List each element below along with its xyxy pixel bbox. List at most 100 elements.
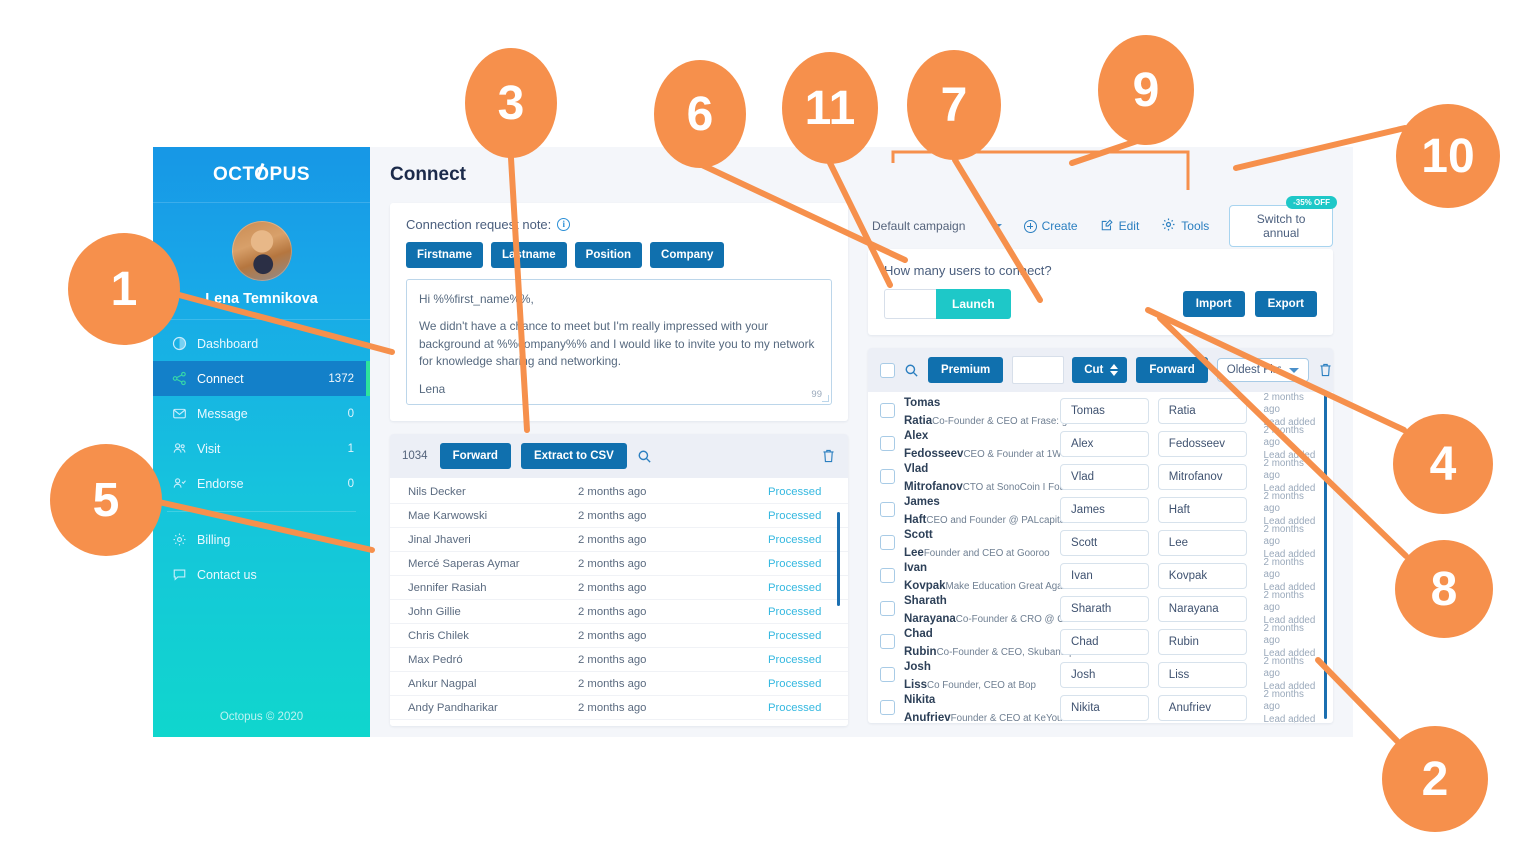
person-when: 2 months ago xyxy=(1263,392,1304,416)
first-name-field[interactable]: Alex xyxy=(1060,430,1149,457)
last-name-field[interactable]: Anufriev xyxy=(1157,694,1247,721)
sort-select[interactable]: Oldest First xyxy=(1216,358,1309,382)
sidebar-item-message[interactable]: Message 0 xyxy=(153,396,370,431)
launch-button[interactable]: Launch xyxy=(936,289,1011,319)
first-name-field[interactable]: Josh xyxy=(1060,661,1149,688)
row-name: Jinal Jhaveri xyxy=(408,533,471,546)
table-row[interactable]: Andy Pandharikar 2 months ago Processed xyxy=(390,696,848,721)
tools-button[interactable]: Tools xyxy=(1161,217,1209,235)
info-icon[interactable]: i xyxy=(557,218,571,231)
sidebar-item-dashboard[interactable]: Dashboard xyxy=(153,326,370,361)
table-row[interactable]: Jinal Jhaveri 2 months ago Processed xyxy=(390,528,848,553)
row-when: 2 months ago xyxy=(578,677,647,690)
first-name-field[interactable]: Sharath xyxy=(1060,595,1149,622)
row-checkbox[interactable] xyxy=(880,502,895,517)
first-name-field[interactable]: Scott xyxy=(1060,529,1149,556)
sidebar-item-contact-us[interactable]: Contact us xyxy=(153,557,370,592)
switch-to-annual-button[interactable]: Switch to annual xyxy=(1229,205,1333,247)
sidebar-item-endorse[interactable]: Endorse 0 xyxy=(153,466,370,501)
table-row[interactable]: Jennifer Rasiah 2 months ago Processed xyxy=(390,576,848,601)
row-checkbox[interactable] xyxy=(880,700,895,715)
list-scrollbar[interactable] xyxy=(837,512,840,607)
row-when: 2 months ago xyxy=(578,605,647,618)
sidebar-item-visit[interactable]: Visit 1 xyxy=(153,431,370,466)
users-amount-input[interactable] xyxy=(884,289,936,319)
first-name-field[interactable]: James xyxy=(1060,496,1149,523)
table-row[interactable]: Mae Karwowski 2 months ago Processed xyxy=(390,504,848,529)
people-scrollbar[interactable] xyxy=(1324,392,1327,719)
annotation-marker-10: 10 xyxy=(1396,104,1500,208)
last-name-field[interactable]: Liss xyxy=(1157,661,1247,688)
sidebar-item-connect[interactable]: Connect 1372 xyxy=(153,361,370,396)
table-row[interactable]: Max Pedró 2 months ago Processed xyxy=(390,648,848,673)
select-all-checkbox[interactable] xyxy=(880,362,895,378)
campaign-column: Default campaign Create xyxy=(858,196,1353,737)
last-name-field[interactable]: Mitrofanov xyxy=(1157,463,1247,490)
first-name-field[interactable]: Nikita xyxy=(1060,694,1149,721)
first-name-field[interactable]: Chad xyxy=(1060,628,1149,655)
row-checkbox[interactable] xyxy=(880,469,895,484)
first-name-field[interactable]: Vlad xyxy=(1060,463,1149,490)
list-item[interactable]: Nikita AnufrievFounder & CEO at KeYou Nik… xyxy=(868,689,1333,723)
list-item[interactable]: Sharath NarayanaCo-Founder & CRO @ Obser… xyxy=(868,590,1333,626)
person-name: Scott Lee xyxy=(904,528,933,559)
sidebar-item-billing[interactable]: Billing xyxy=(153,522,370,557)
cut-amount-input[interactable] xyxy=(1012,356,1065,384)
last-name-field[interactable]: Rubin xyxy=(1157,628,1247,655)
row-status: Processed xyxy=(768,581,822,594)
trash-icon[interactable] xyxy=(821,448,836,464)
last-name-field[interactable]: Haft xyxy=(1157,496,1247,523)
last-name-field[interactable]: Lee xyxy=(1157,529,1247,556)
table-row[interactable]: Chris Chilek 2 months ago Processed xyxy=(390,624,848,649)
row-checkbox[interactable] xyxy=(880,568,895,583)
list-item[interactable]: James HaftCEO and Founder @ PALcapital Ja… xyxy=(868,491,1333,527)
tag-lastname[interactable]: Lastname xyxy=(490,242,567,268)
last-name-field[interactable]: Kovpak xyxy=(1157,562,1247,589)
list-item[interactable]: Ivan KovpakMake Education Great Again Iva… xyxy=(868,557,1333,593)
create-campaign-button[interactable]: Create xyxy=(1023,219,1078,233)
table-row[interactable]: Ankur Nagpal 2 months ago Processed xyxy=(390,672,848,697)
forward-button[interactable]: Forward xyxy=(439,443,511,470)
last-name-field[interactable]: Ratia xyxy=(1157,397,1247,424)
search-icon[interactable] xyxy=(904,363,919,378)
sidebar-item-count: 0 xyxy=(347,477,354,490)
row-checkbox[interactable] xyxy=(880,667,895,682)
first-name-field[interactable]: Ivan xyxy=(1060,562,1149,589)
premium-button[interactable]: Premium xyxy=(928,357,1004,383)
list-item[interactable]: Scott LeeFounder and CEO at Gooroo Scott L… xyxy=(868,524,1333,560)
table-row[interactable]: Nils Decker 2 months ago Processed xyxy=(390,480,848,505)
export-button[interactable]: Export xyxy=(1254,291,1317,317)
note-textarea[interactable]: Hi %%first_name%%, We didn't have a chan… xyxy=(406,279,832,406)
row-checkbox[interactable] xyxy=(880,535,895,550)
last-name-field[interactable]: Fedosseev xyxy=(1157,430,1247,457)
table-row[interactable]: John Gillie 2 months ago Processed xyxy=(390,600,848,625)
tag-company[interactable]: Company xyxy=(650,242,725,268)
row-checkbox[interactable] xyxy=(880,634,895,649)
tag-position[interactable]: Position xyxy=(574,242,643,268)
resize-grip[interactable] xyxy=(822,395,829,403)
last-name-field[interactable]: Narayana xyxy=(1157,595,1247,622)
list-item[interactable]: Josh LissCo Founder, CEO at Bop Josh Liss 2… xyxy=(868,656,1333,692)
person-name: Vlad Mitrofanov xyxy=(904,462,963,493)
forward-button[interactable]: Forward xyxy=(1136,357,1208,383)
import-button[interactable]: Import xyxy=(1182,291,1245,317)
search-icon[interactable] xyxy=(637,449,652,464)
row-checkbox[interactable] xyxy=(880,601,895,616)
row-checkbox[interactable] xyxy=(880,403,895,418)
campaign-select[interactable]: Default campaign xyxy=(872,219,1002,233)
cut-button[interactable]: Cut xyxy=(1072,357,1128,383)
row-checkbox[interactable] xyxy=(880,436,895,451)
list-item[interactable]: Alex FedosseevCEO & Founder at 1World On… xyxy=(868,425,1333,461)
list-item[interactable]: Vlad MitrofanovCTO at SonoCoin I Founder… xyxy=(868,458,1333,494)
list-item[interactable]: Chad RubinCo-Founder & CEO, Skubana | Fo… xyxy=(868,623,1333,659)
table-row[interactable]: Mercé Saperas Aymar 2 months ago Processed xyxy=(390,552,848,577)
tag-firstname[interactable]: Firstname xyxy=(406,242,483,268)
extract-to-csv-button[interactable]: Extract to CSV xyxy=(520,443,627,470)
stepper-icon[interactable] xyxy=(1110,364,1119,376)
trash-icon[interactable] xyxy=(1318,362,1333,378)
first-name-field[interactable]: Tomas xyxy=(1060,397,1149,424)
processed-rows: Nils Decker 2 months ago Processed Mae Kar… xyxy=(390,478,848,727)
list-item[interactable]: Tomas RatiaCo-Founder & CEO at Frase: ge… xyxy=(868,392,1333,428)
edit-campaign-button[interactable]: Edit xyxy=(1100,218,1139,235)
profile-name: Lena Temnikova xyxy=(205,291,318,307)
